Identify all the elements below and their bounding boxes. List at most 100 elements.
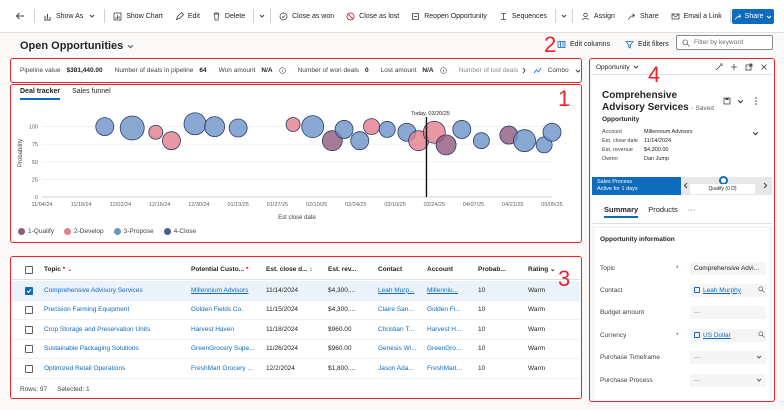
edit-filters-label: Edit filters — [638, 41, 669, 48]
row-checkbox[interactable] — [25, 286, 33, 295]
share-button-label: Share — [744, 13, 764, 20]
combo-label: Combo — [547, 67, 569, 74]
reopen-opportunity-button[interactable]: Reopen Opportunity — [405, 5, 493, 27]
show-as-button[interactable]: Show As — [37, 5, 102, 27]
info-icon[interactable] — [439, 67, 447, 74]
x-tick-label: 12/30/24 — [188, 202, 209, 208]
combo-chart-icon — [533, 66, 542, 75]
metric-label: Number of deals in pipeline — [114, 67, 194, 74]
row-checkbox[interactable] — [25, 364, 33, 373]
bubble-point — [472, 132, 490, 150]
x-tick-label: 02/24/25 — [345, 202, 366, 208]
tab-summary[interactable]: Summary — [604, 205, 639, 218]
field-value: --- — [694, 376, 701, 384]
columns-icon — [557, 40, 566, 49]
tab-deal-tracker[interactable]: Deal tracker — [20, 88, 61, 100]
chevron-down-icon — [756, 354, 762, 362]
record-title-text: Comprehensive Advisory Services — [602, 90, 689, 113]
form-field-contact: Contact Leah Murphy — [600, 283, 766, 297]
chevron-down-icon[interactable] — [256, 13, 268, 19]
add-icon[interactable] — [730, 63, 738, 71]
field-input[interactable]: --- — [690, 305, 766, 319]
y-tick-label: 50 — [32, 160, 38, 166]
show-chart-button[interactable]: Show Chart — [107, 5, 169, 27]
chart-type-selector[interactable]: Combo — [533, 66, 580, 75]
section-title: Opportunity information — [600, 236, 675, 243]
field-label: Budget amount — [600, 308, 645, 316]
form-field-budget-amount: Budget amount --- — [600, 305, 766, 319]
legend-item: 3-Propose — [113, 228, 154, 235]
field-key: Est. revenue — [602, 147, 633, 153]
assign-button[interactable]: Assign — [575, 5, 621, 27]
bubble-point — [119, 115, 145, 141]
sequences-button[interactable]: Sequences — [493, 5, 553, 27]
field-input[interactable]: --- — [690, 373, 766, 387]
table-row[interactable]: Precision Farming Equipment Golden Fields… — [12, 301, 580, 320]
view-selector[interactable]: Open Opportunities — [20, 40, 134, 52]
chevron-down-icon[interactable] — [737, 98, 744, 105]
x-tick-label: 04/07/25 — [463, 202, 484, 208]
bpf-active-stage[interactable]: Sales Process Active for 1 days — [592, 177, 681, 195]
chevron-left-icon[interactable] — [683, 182, 688, 189]
close-icon[interactable] — [760, 63, 768, 71]
bubble-point — [542, 122, 562, 142]
bubble-chart: 0 25 50 75 100 11/04/24 11/18/24 12/02/24 12/16/… — [18, 111, 563, 221]
field-input[interactable]: Comprehensive Advi... — [690, 261, 766, 275]
row-checkbox[interactable] — [25, 325, 33, 334]
chevron-down-icon[interactable] — [558, 13, 570, 19]
email-link-button[interactable]: Email a Link — [665, 5, 728, 27]
edit-button[interactable]: Edit — [169, 5, 206, 27]
metric-label: Pipeline value — [20, 67, 61, 74]
bubble-point — [452, 120, 472, 139]
record-entity-type: Opportunity — [602, 116, 640, 123]
more-vertical-icon[interactable] — [754, 96, 758, 106]
back-arrow-icon[interactable] — [14, 10, 26, 22]
metric-label: Number of lost deals — [458, 67, 519, 74]
edit-label: Edit — [187, 12, 200, 20]
edit-columns-button[interactable]: Edit columns — [557, 40, 610, 49]
table-row[interactable]: Comprehensive Advisory Services Millenniu… — [12, 281, 580, 301]
field-value: Comprehensive Advi... — [694, 264, 760, 272]
row-checkbox[interactable] — [25, 345, 33, 353]
edit-filters-button[interactable]: Edit filters — [625, 40, 669, 49]
record-side-panel: Opportunity Comprehensive Advisory Servi… — [592, 60, 772, 400]
trash-icon — [212, 12, 221, 21]
chevron-right-icon[interactable] — [521, 67, 527, 74]
close-as-lost-button[interactable]: Close as lost — [340, 5, 405, 27]
share-cmd-button[interactable]: Share — [621, 5, 665, 27]
chevron-right-icon[interactable] — [763, 182, 768, 189]
field-input[interactable]: --- — [690, 350, 766, 364]
tab-products[interactable]: Products — [648, 205, 678, 214]
field-key: Est. close date — [602, 138, 639, 144]
form-field-purchase-timeframe: Purchase Timeframe --- — [600, 350, 766, 364]
share-button[interactable]: Share — [732, 9, 774, 24]
entity-selector[interactable]: Opportunity — [596, 64, 639, 71]
magic-wand-icon[interactable] — [715, 63, 723, 71]
delete-button[interactable]: Delete — [206, 5, 251, 27]
select-all-checkbox[interactable] — [25, 266, 33, 274]
field-input[interactable]: Leah Murphy — [690, 283, 766, 297]
won-deals-metric: Number of won deals 0 — [298, 67, 369, 74]
owner-link[interactable]: Dan Jump — [644, 156, 670, 162]
bpf-stage-qualify[interactable]: Qualify (0 D) — [690, 184, 755, 194]
table-row[interactable]: Crop Storage and Preservation Units Harve… — [12, 320, 580, 340]
field-input[interactable]: US Dollar — [690, 328, 766, 342]
save-icon[interactable] — [723, 97, 731, 105]
close-as-won-button[interactable]: Close as won — [273, 5, 340, 27]
account-link[interactable]: Millennium Advisors — [644, 129, 693, 135]
row-checkbox[interactable] — [25, 306, 33, 314]
more-tabs-icon[interactable]: ··· — [687, 205, 696, 214]
tab-sales-funnel[interactable]: Sales funnel — [72, 88, 111, 95]
side-panel-toolbar: Opportunity — [592, 60, 772, 75]
legend-item: 2-Develop — [64, 228, 104, 235]
divider — [592, 223, 772, 224]
chevron-down-icon[interactable] — [752, 130, 759, 137]
open-new-window-icon[interactable] — [745, 63, 753, 71]
info-icon[interactable] — [278, 67, 286, 74]
table-row[interactable]: Sustainable Packaging Solutions GreenGroc… — [12, 340, 580, 359]
y-tick-label: 25 — [32, 177, 38, 183]
filter-keyword-input[interactable]: Filter by keyword — [676, 35, 773, 50]
search-icon[interactable] — [758, 331, 765, 340]
search-icon[interactable] — [758, 286, 765, 295]
table-row[interactable]: Optimized Retail Operations FreshMart Gro… — [12, 359, 580, 379]
